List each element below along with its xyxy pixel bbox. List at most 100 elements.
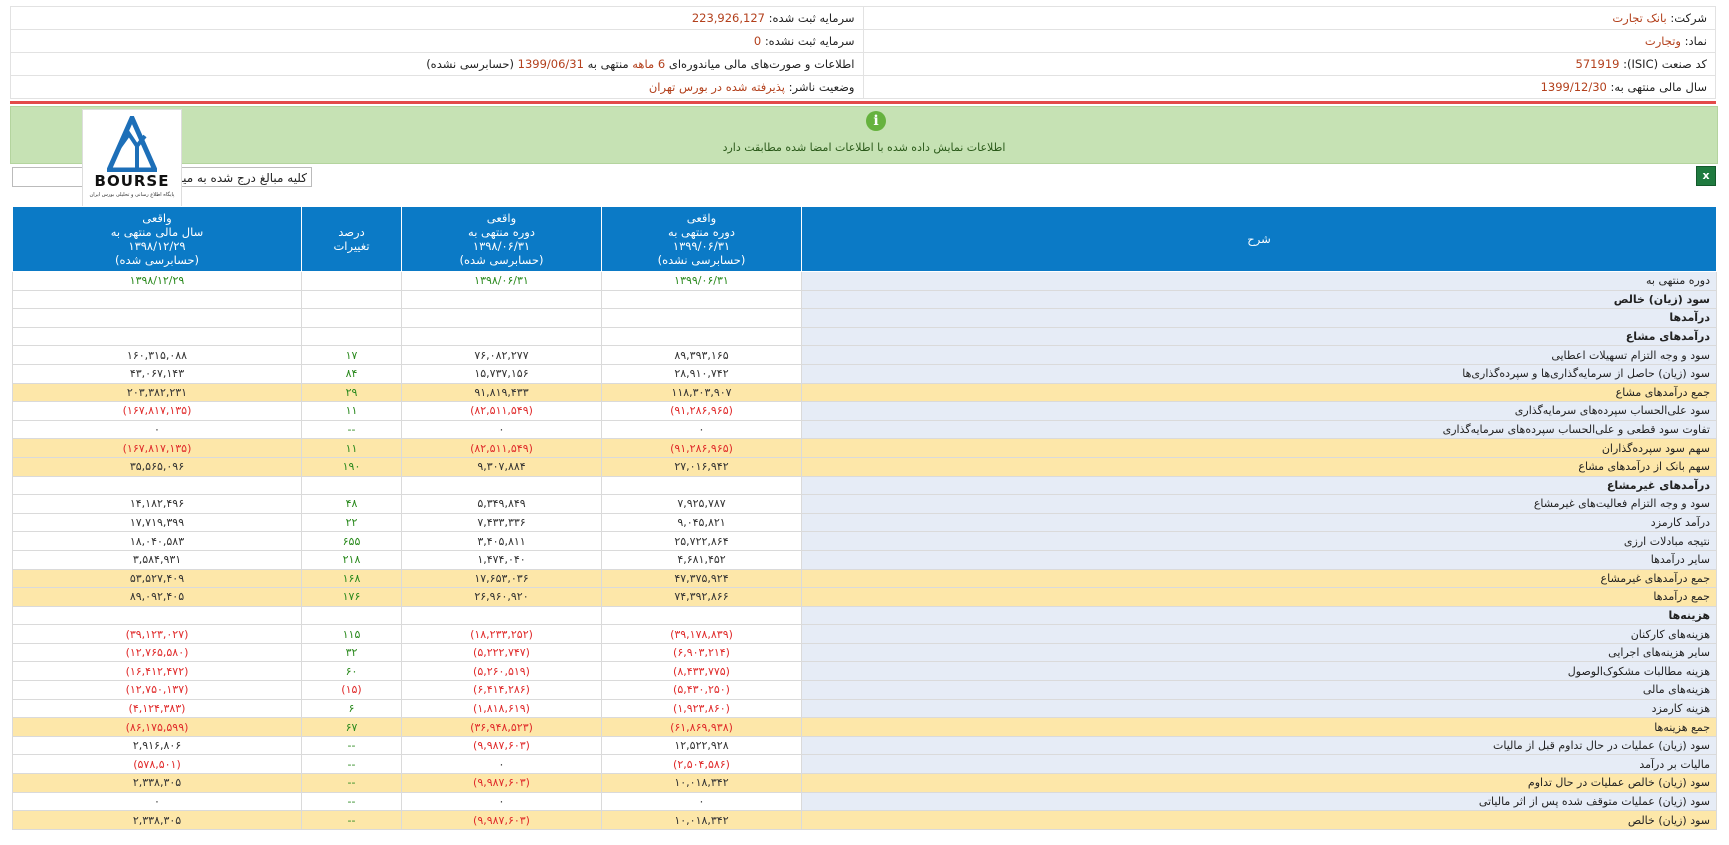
table-row: هزینه‌های کارکنان (۳۹,۱۷۸,۸۳۹) (۱۸,۲۳۳,۲۵۲… bbox=[12, 624, 1717, 644]
divider-line bbox=[10, 101, 1716, 104]
report-period: 6 ماهه bbox=[632, 57, 666, 71]
status-value: پذیرفته شده در بورس تهران bbox=[648, 80, 785, 94]
cell-year: (۱۲,۷۶۵,۵۸۰) bbox=[12, 642, 302, 663]
cell-prior: (۹,۹۸۷,۶۰۳) bbox=[401, 773, 602, 793]
cell-current: ۱۰,۰۱۸,۳۴۲ bbox=[601, 773, 802, 793]
row-description: نتیجه مبادلات ارزی bbox=[801, 531, 1717, 551]
cell-year: ۲,۳۳۸,۳۰۵ bbox=[12, 773, 302, 793]
cell-prior: (۸۲,۵۱۱,۵۴۹) bbox=[401, 438, 602, 458]
cell-current: ۰ bbox=[601, 791, 802, 812]
logo-word: BOURSE bbox=[94, 172, 170, 190]
cell-current: (۱,۹۲۳,۸۶۰) bbox=[601, 698, 802, 719]
cell-prior bbox=[401, 605, 602, 626]
cell-prior: ۷,۴۳۳,۳۳۶ bbox=[401, 512, 602, 533]
symbol-value[interactable]: وتجارت bbox=[1644, 34, 1681, 48]
cell-current bbox=[601, 289, 802, 310]
row-description: سود (زیان) عملیات در حال تداوم قبل از ما… bbox=[801, 735, 1717, 756]
notice-message: اطلاعات نمایش داده شده با اطلاعات امضا ش… bbox=[722, 141, 1006, 154]
cell-year: (۱۶۷,۸۱۷,۱۳۵) bbox=[12, 401, 302, 421]
cell-current: (۶,۹۰۳,۲۱۴) bbox=[601, 642, 802, 663]
cell-year: ۱۷,۷۱۹,۳۹۹ bbox=[12, 512, 302, 533]
cell-prior: ۷۶,۰۸۲,۲۷۷ bbox=[401, 345, 602, 365]
cell-prior bbox=[401, 308, 602, 328]
capital-value: 223,926,127 bbox=[691, 11, 765, 25]
cell-change: (۱۵) bbox=[301, 680, 402, 700]
cell-year: (۳۹,۱۲۳,۰۲۷) bbox=[12, 624, 302, 644]
report-mid: منتهی به bbox=[587, 57, 629, 71]
cell-current: ۸۹,۳۹۳,۱۶۵ bbox=[601, 345, 802, 365]
cell-current: ۱۳۹۹/۰۶/۳۱ bbox=[601, 271, 802, 291]
col-change-header: درصد تغییرات bbox=[301, 206, 402, 272]
fiscal-value: 1399/12/30 bbox=[1540, 80, 1607, 94]
cell-year bbox=[12, 605, 302, 626]
table-header-row: شرح واقعی دوره منتهی به ۱۳۹۹/۰۶/۳۱ (حسابرسی… bbox=[12, 206, 1717, 272]
cell-year: (۸۶,۱۷۵,۵۹۹) bbox=[12, 717, 302, 737]
cell-current: ۴۷,۳۷۵,۹۲۴ bbox=[601, 568, 802, 589]
row-description: درآمدهای غیرمشاع bbox=[801, 475, 1717, 496]
cell-change: ۸۴ bbox=[301, 363, 402, 384]
bourse-mark-icon bbox=[107, 116, 157, 172]
isic-cell: کد صنعت (ISIC): 571919 bbox=[862, 52, 1716, 76]
report-prefix: اطلاعات و صورت‌های مالی میاندوره‌ای bbox=[668, 57, 855, 71]
report-suffix: (حسابرسی نشده) bbox=[426, 57, 514, 71]
cell-current: (۶۱,۸۶۹,۹۳۸) bbox=[601, 717, 802, 737]
excel-icon[interactable]: x bbox=[1696, 166, 1716, 186]
cell-current bbox=[601, 605, 802, 626]
cell-prior: (۱۸,۲۳۳,۲۵۲) bbox=[401, 624, 602, 644]
cell-prior: ۹,۳۰۷,۸۸۴ bbox=[401, 456, 602, 477]
cell-prior: (۳۶,۹۴۸,۵۲۳) bbox=[401, 717, 602, 737]
table-row: نتیجه مبادلات ارزی ۲۵,۷۲۲,۸۶۴ ۳,۴۰۵,۸۱۱ ۶۵۵… bbox=[12, 531, 1717, 551]
cell-change: ۱۱ bbox=[301, 438, 402, 458]
row-description: درآمدها bbox=[801, 308, 1717, 328]
cell-prior bbox=[401, 289, 602, 310]
cell-year: ۰ bbox=[12, 791, 302, 812]
cell-prior: ۱۵,۷۳۷,۱۵۶ bbox=[401, 363, 602, 384]
cell-current: ۷,۹۲۵,۷۸۷ bbox=[601, 494, 802, 514]
report-cell: اطلاعات و صورت‌های مالی میاندوره‌ای 6 ما… bbox=[10, 52, 864, 76]
cell-change bbox=[301, 289, 402, 310]
cell-year: ۲۰۳,۳۸۲,۲۳۱ bbox=[12, 382, 302, 403]
cell-change: -- bbox=[301, 735, 402, 756]
isic-label: کد صنعت (ISIC): bbox=[1623, 57, 1707, 71]
cell-change: ۳۲ bbox=[301, 642, 402, 663]
table-row: تفاوت سود قطعی و علی‌الحساب سپرده‌های سر… bbox=[12, 419, 1717, 440]
cell-current bbox=[601, 475, 802, 496]
cell-year: ۳۵,۵۶۵,۰۹۶ bbox=[12, 456, 302, 477]
cell-current: (۸,۴۳۳,۷۷۵) bbox=[601, 661, 802, 682]
table-row: سود (زیان) خالص ۱۰,۰۱۸,۳۴۲ (۹,۹۸۷,۶۰۳) -- ۲,… bbox=[12, 810, 1717, 830]
cell-year: ۱۴,۱۸۲,۴۹۶ bbox=[12, 494, 302, 514]
cell-prior: ۰ bbox=[401, 754, 602, 775]
table-row: هزینه کارمزد (۱,۹۲۳,۸۶۰) (۱,۸۱۸,۶۱۹) ۶ (۴,۱۲… bbox=[12, 698, 1717, 719]
cell-prior: ۳,۴۰۵,۸۱۱ bbox=[401, 531, 602, 551]
cell-year: ۰ bbox=[12, 419, 302, 440]
company-info-table: شرکت: بانک تجارت سرمایه ثبت شده: 223,926… bbox=[10, 6, 1716, 99]
table-row: سهم بانک از درآمدهای مشاع ۲۷,۰۱۶,۹۴۲ ۹,۳۰۷… bbox=[12, 456, 1717, 477]
table-row: سود و وجه التزام فعالیت‌های غیرمشاع ۷,۹۲۵… bbox=[12, 494, 1717, 514]
company-value[interactable]: بانک تجارت bbox=[1612, 11, 1667, 25]
fiscal-label: سال مالی منتهی به: bbox=[1610, 80, 1707, 94]
row-description: سود و وجه التزام تسهیلات اعطایی bbox=[801, 345, 1717, 365]
status-label: وضعیت ناشر: bbox=[788, 80, 855, 94]
row-description: سود (زیان) حاصل از سرمایه‌گذاری‌ها و سپر… bbox=[801, 363, 1717, 384]
row-description: تفاوت سود قطعی و علی‌الحساب سپرده‌های سر… bbox=[801, 419, 1717, 440]
cell-year: ۳,۵۸۴,۹۳۱ bbox=[12, 549, 302, 570]
cell-current: ۱۰,۰۱۸,۳۴۲ bbox=[601, 810, 802, 830]
cell-current: ۱۲,۵۲۲,۹۲۸ bbox=[601, 735, 802, 756]
cell-year: (۴,۱۲۴,۳۸۳) bbox=[12, 698, 302, 719]
table-row: سود (زیان) حاصل از سرمایه‌گذاری‌ها و سپر… bbox=[12, 363, 1717, 384]
cell-change: ۱۷ bbox=[301, 345, 402, 365]
cell-prior: ۱۷,۶۵۳,۰۳۶ bbox=[401, 568, 602, 589]
cell-prior bbox=[401, 326, 602, 347]
cell-year: (۱۶,۴۱۲,۴۷۲) bbox=[12, 661, 302, 682]
row-description: هزینه مطالبات مشکوک‌الوصول bbox=[801, 661, 1717, 682]
logo-tagline: پایگاه اطلاع رسانی و تحلیلی بورس ایران bbox=[89, 192, 175, 198]
cell-change: ۱۷۶ bbox=[301, 587, 402, 607]
row-description: سهم سود سپرده‌گذاران bbox=[801, 438, 1717, 458]
table-row: درآمدها bbox=[12, 308, 1717, 328]
company-cell: شرکت: بانک تجارت bbox=[862, 6, 1716, 30]
table-row: هزینه‌ها bbox=[12, 605, 1717, 626]
table-row: سهم سود سپرده‌گذاران (۹۱,۲۸۶,۹۶۵) (۸۲,۵۱۱,… bbox=[12, 438, 1717, 458]
cell-change: ۶۷ bbox=[301, 717, 402, 737]
table-row: درآمدهای غیرمشاع bbox=[12, 475, 1717, 496]
unreg-capital-cell: سرمایه ثبت نشده: 0 bbox=[10, 29, 864, 53]
